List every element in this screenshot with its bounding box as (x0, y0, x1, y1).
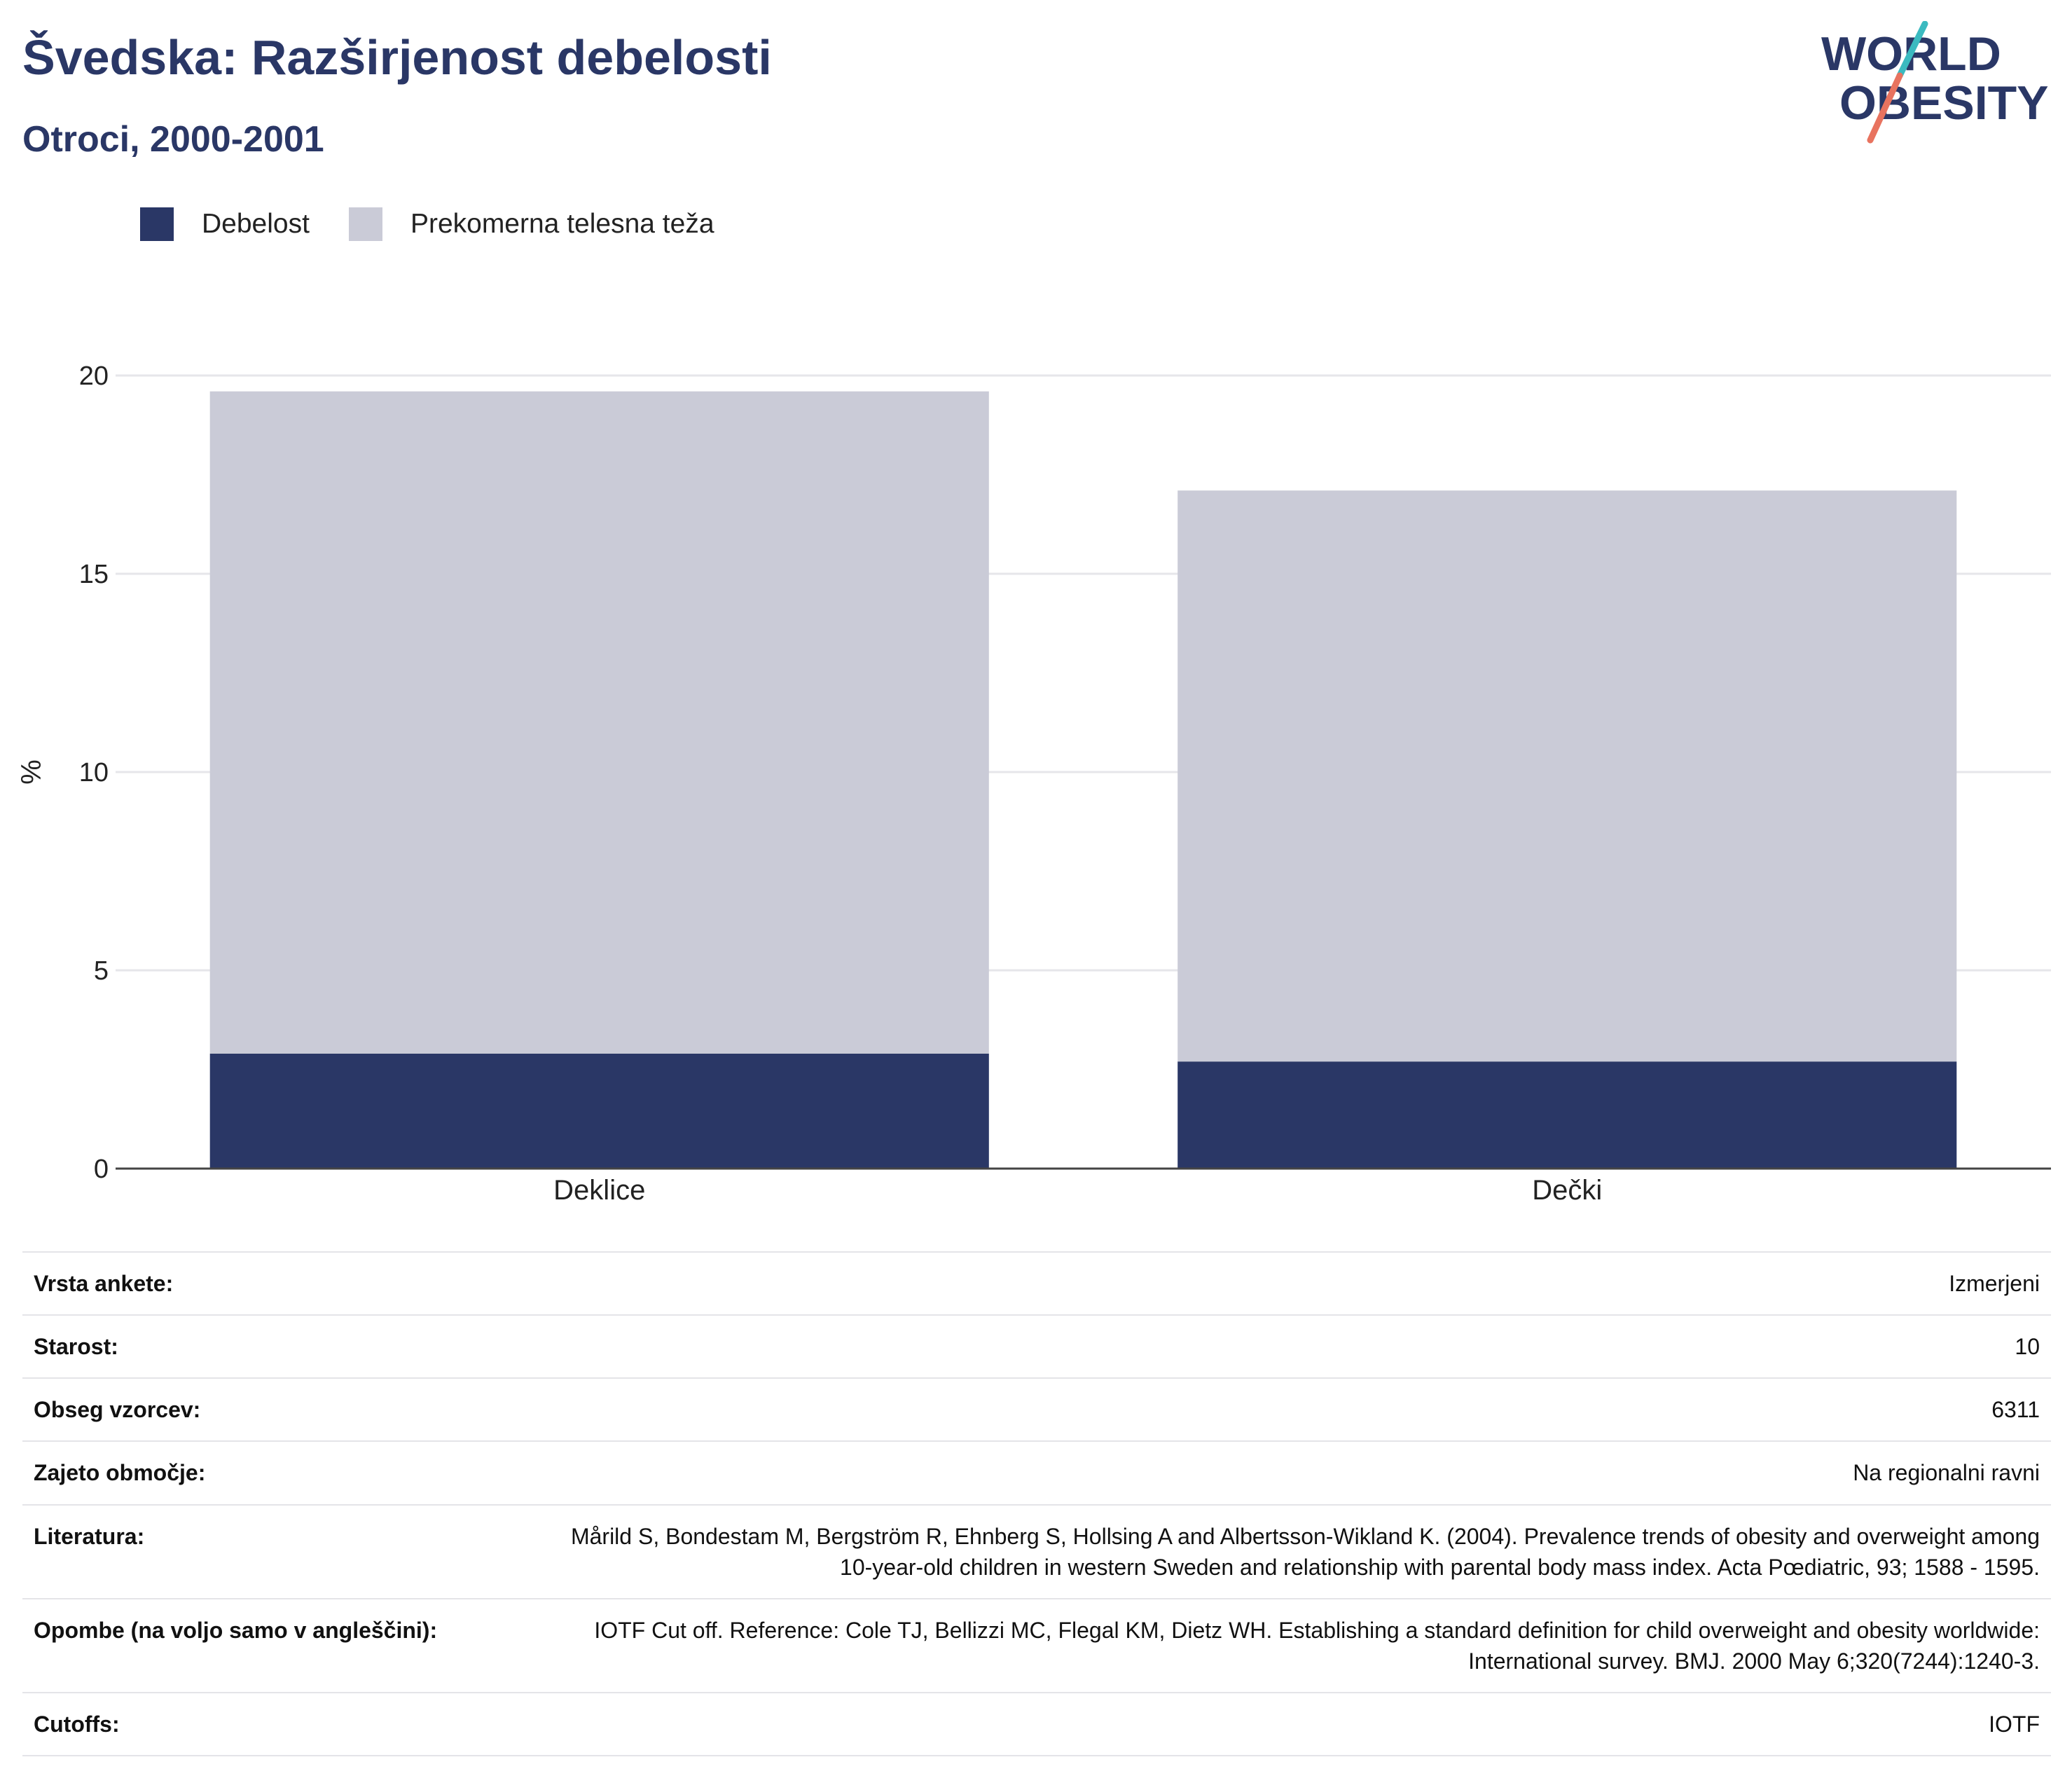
info-value: IOTF Cut off. Reference: Cole TJ, Belliz… (549, 1597, 2051, 1693)
logo-word-obesity: OBESITY (1839, 76, 2049, 130)
info-value: 6311 (549, 1377, 2051, 1442)
info-value: Mårild S, Bondestam M, Bergström R, Ehnb… (549, 1503, 2051, 1599)
info-row-area: Zajeto območje: Na regionalni ravni (22, 1440, 2051, 1505)
info-value: IOTF (549, 1692, 2051, 1757)
y-axis-label: % (16, 759, 47, 785)
info-label: Opombe (na voljo samo v angleščini): (22, 1597, 549, 1693)
bar-prekomerna-0 (209, 391, 989, 1054)
info-label: Cutoffs: (22, 1692, 549, 1757)
legend-label-debelost: Debelost (202, 209, 310, 239)
y-tick-label: 20 (79, 362, 109, 391)
info-row-notes: Opombe (na voljo samo v angleščini): IOT… (22, 1597, 2051, 1693)
legend-item-prekomerna[interactable]: Prekomerna telesna teža (348, 207, 714, 241)
chart-title: Švedska: Razširjenost debelosti (22, 30, 772, 85)
legend-swatch-prekomerna (348, 207, 382, 241)
info-row-age: Starost: 10 (22, 1314, 2051, 1379)
chart-subtitle: Otroci, 2000-2001 (22, 119, 324, 160)
logo-slash-top (1896, 21, 1928, 79)
info-label: Obseg vzorcev: (22, 1377, 549, 1442)
info-value: Izmerjeni (549, 1251, 2051, 1316)
info-value: Na regionalni ravni (549, 1440, 2051, 1505)
info-row-cutoffs: Cutoffs: IOTF (22, 1692, 2051, 1757)
info-label: Zajeto območje: (22, 1440, 549, 1505)
x-tick-label: Deklice (553, 1175, 645, 1206)
legend-label-prekomerna: Prekomerna telesna teža (410, 209, 714, 239)
info-label: Vrsta ankete: (22, 1251, 549, 1316)
y-tick-label: 5 (94, 956, 109, 986)
info-row-survey-type: Vrsta ankete: Izmerjeni (22, 1251, 2051, 1316)
y-tick-label: 0 (94, 1155, 109, 1184)
info-row-sample-size: Obseg vzorcev: 6311 (22, 1377, 2051, 1442)
world-obesity-logo: WORLD OBESITY (1821, 21, 2049, 144)
y-tick-label: 15 (79, 560, 109, 589)
legend-swatch-debelost (140, 207, 174, 241)
bar-debelost-1 (1177, 1061, 1957, 1169)
chart-legend: Debelost Prekomerna telesna teža (140, 207, 754, 241)
info-value: 10 (549, 1314, 2051, 1379)
info-label: Starost: (22, 1314, 549, 1379)
bar-prekomerna-1 (1177, 490, 1957, 1062)
x-tick-label: Dečki (1532, 1175, 1602, 1206)
logo-slash-bottom (1867, 72, 1903, 144)
info-row-literature: Literatura: Mårild S, Bondestam M, Bergs… (22, 1503, 2051, 1599)
survey-info-table: Vrsta ankete: Izmerjeni Starost: 10 Obse… (22, 1251, 2051, 1757)
stacked-bar-chart: 0 5 10 15 20% Deklice Dečki (16, 362, 2051, 1206)
bar-debelost-0 (209, 1053, 989, 1169)
legend-item-debelost[interactable]: Debelost (140, 207, 310, 241)
info-label: Literatura: (22, 1503, 549, 1599)
y-tick-label: 10 (79, 758, 109, 787)
